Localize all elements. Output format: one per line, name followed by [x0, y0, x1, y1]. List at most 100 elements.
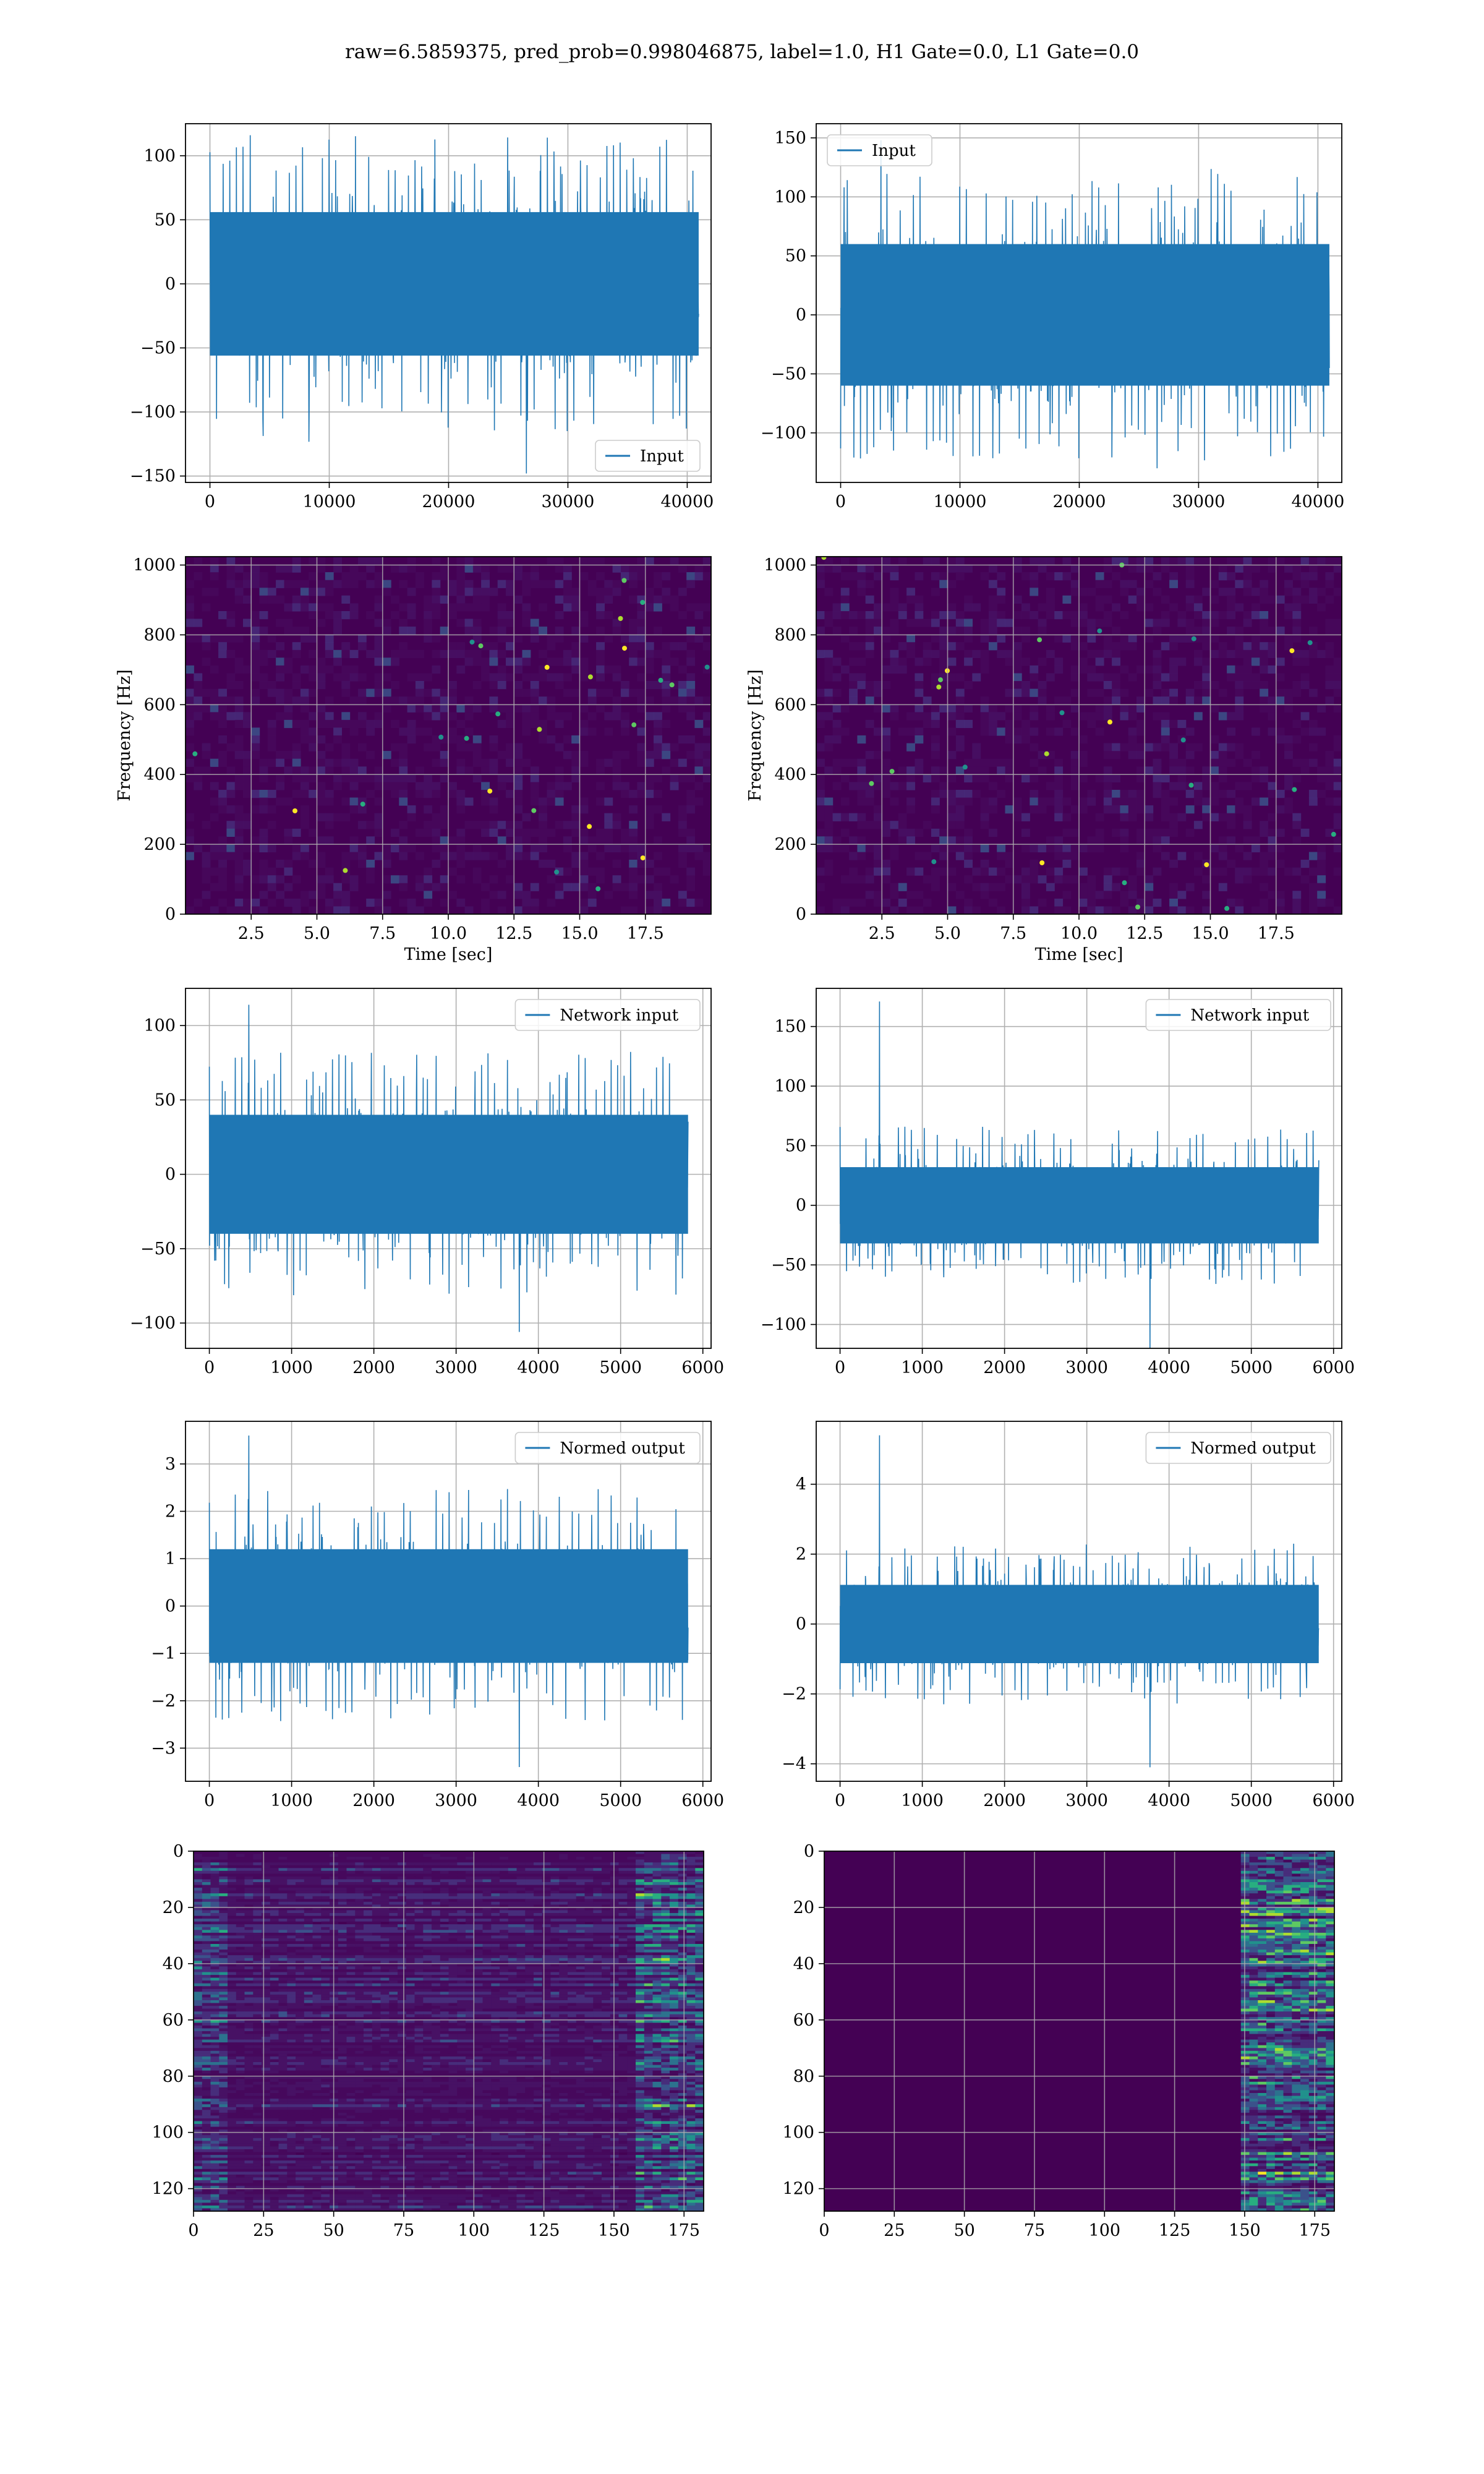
legend-label: Network input	[1190, 1006, 1309, 1025]
spectrogram-hotspot	[1135, 904, 1140, 910]
spectrogram-hotspot	[1107, 719, 1112, 725]
grid-lines	[186, 557, 711, 914]
plot-area	[186, 988, 711, 1348]
plot-area	[816, 988, 1342, 1348]
x-tick-label: 4000	[1148, 1791, 1190, 1810]
x-tick-label: 100	[458, 2221, 490, 2240]
spectrogram-hotspot	[618, 616, 623, 621]
x-tick-label: 15.0	[561, 924, 598, 943]
x-tick-label: 2.5	[238, 924, 265, 943]
x-tick-label: 5000	[1230, 1358, 1273, 1377]
x-tick-label: 6000	[1312, 1791, 1355, 1810]
x-tick-label: 125	[528, 2221, 560, 2240]
axes-frame	[193, 1851, 704, 2212]
x-tick-label: 5000	[599, 1791, 642, 1810]
spectrogram-hotspot	[478, 643, 484, 649]
subplot-spectrogram-l1: 2.5 5.0 7.5 10.0 12.5 15.0 17.5 0 200 400 600 800 10…	[746, 556, 1342, 964]
spectrogram-hotspot	[938, 677, 943, 683]
x-tick-label: 15.0	[1192, 924, 1229, 943]
spectrogram-hotspot	[640, 855, 646, 861]
x-tick-label: 17.5	[1258, 924, 1295, 943]
subplot-spectrogram-h1: 2.5 5.0 7.5 10.0 12.5 15.0 17.5 0 200 400 600 800 10…	[115, 556, 712, 964]
x-tick-label: 2000	[983, 1791, 1026, 1810]
spectrogram-hotspot	[1122, 880, 1127, 886]
spectrogram-hotspot	[1097, 628, 1102, 634]
x-tick-label: 100	[1089, 2221, 1121, 2240]
spectrogram-hotspot	[1044, 751, 1049, 756]
legend-box	[1145, 1432, 1331, 1464]
axes-frame	[185, 988, 712, 1349]
spectrogram-hotspot	[621, 578, 627, 583]
y-tick-label: 0	[165, 275, 176, 294]
y-tick-label: −1	[151, 1644, 176, 1663]
x-tick-label: 10000	[934, 492, 987, 511]
spectrogram-hotspot	[931, 859, 937, 865]
y-tick-label: 1	[165, 1549, 176, 1569]
spectrogram-hotspot	[438, 734, 444, 740]
y-tick-label: −150	[130, 467, 176, 486]
grid-lines	[194, 1851, 704, 2211]
plot-area	[194, 1851, 704, 2211]
legend: Normed output	[514, 1432, 701, 1464]
spectrogram-hotspot	[1289, 648, 1295, 654]
x-tick-label: 125	[1159, 2221, 1191, 2240]
x-tick-label: 1000	[270, 1791, 313, 1810]
x-tick-label: 175	[668, 2221, 700, 2240]
plot-area	[186, 1421, 711, 1781]
spectrogram-hotspot	[1292, 787, 1297, 792]
spectrogram-hotspot	[640, 600, 646, 605]
x-tick-label: 20000	[1053, 492, 1106, 511]
x-tick-label: 4000	[517, 1791, 560, 1810]
y-tick-label: −100	[761, 1315, 806, 1334]
y-tick-label: 120	[782, 2180, 814, 2199]
y-tick-label: 50	[785, 247, 806, 266]
y-tick-label: −2	[782, 1685, 806, 1704]
x-tick-label: 3000	[435, 1791, 477, 1810]
y-tick-label: −100	[130, 403, 176, 422]
x-tick-label: 7.5	[1000, 924, 1026, 943]
spectrogram-hotspot	[1180, 737, 1186, 743]
spectrogram-hotspot	[936, 684, 942, 690]
y-tick-label: 400	[774, 765, 806, 784]
x-tick-label: 30000	[541, 492, 594, 511]
y-tick-label: 20	[163, 1898, 184, 1917]
y-tick-label: 50	[785, 1136, 806, 1155]
x-tick-label: 3000	[435, 1358, 477, 1377]
axes-frame	[185, 1421, 712, 1782]
y-tick-label: −50	[140, 1239, 176, 1259]
y-tick-label: −2	[151, 1692, 176, 1711]
y-tick-label: 1000	[764, 556, 806, 575]
y-axis-label: Frequency [Hz]	[115, 669, 134, 801]
x-tick-label: 3000	[1065, 1358, 1108, 1377]
y-tick-label: 800	[774, 625, 806, 644]
y-tick-label: 0	[796, 306, 806, 325]
spectrogram-hotspot	[487, 789, 493, 794]
x-tick-label: 1000	[901, 1791, 944, 1810]
x-tick-label: 2.5	[869, 924, 895, 943]
x-tick-label: 50	[323, 2221, 344, 2240]
y-tick-label: 0	[804, 1842, 814, 1861]
x-tick-label: 4000	[517, 1358, 560, 1377]
x-tick-label: 5.0	[934, 924, 961, 943]
y-tick-label: 200	[143, 835, 176, 854]
x-tick-label: 150	[1229, 2221, 1261, 2240]
plot-area	[186, 557, 711, 914]
spectrogram-hotspot	[544, 664, 550, 670]
y-tick-label: 600	[774, 695, 806, 714]
y-tick-label: 50	[155, 1090, 176, 1110]
legend-box	[514, 1432, 701, 1464]
x-tick-label: 10.0	[430, 924, 467, 943]
x-tick-label: 2000	[352, 1358, 395, 1377]
x-tick-label: 0	[835, 492, 846, 511]
spectrogram-hotspot	[1039, 860, 1045, 865]
subplot-network-input-l1: 0 1000 2000 3000 4000 5000 6000 −100 −50 0 50 100 15…	[761, 988, 1355, 1377]
x-tick-label: 7.5	[369, 924, 396, 943]
y-tick-label: 200	[774, 835, 806, 854]
figure-suptitle: raw=6.5859375, pred_prob=0.998046875, la…	[344, 41, 1140, 63]
spectrogram-hotspot	[343, 868, 348, 873]
spectrogram-hotspot	[1307, 640, 1313, 646]
y-tick-label: 800	[143, 625, 176, 644]
series-dense-band	[209, 1549, 688, 1663]
x-tick-label: 17.5	[627, 924, 664, 943]
